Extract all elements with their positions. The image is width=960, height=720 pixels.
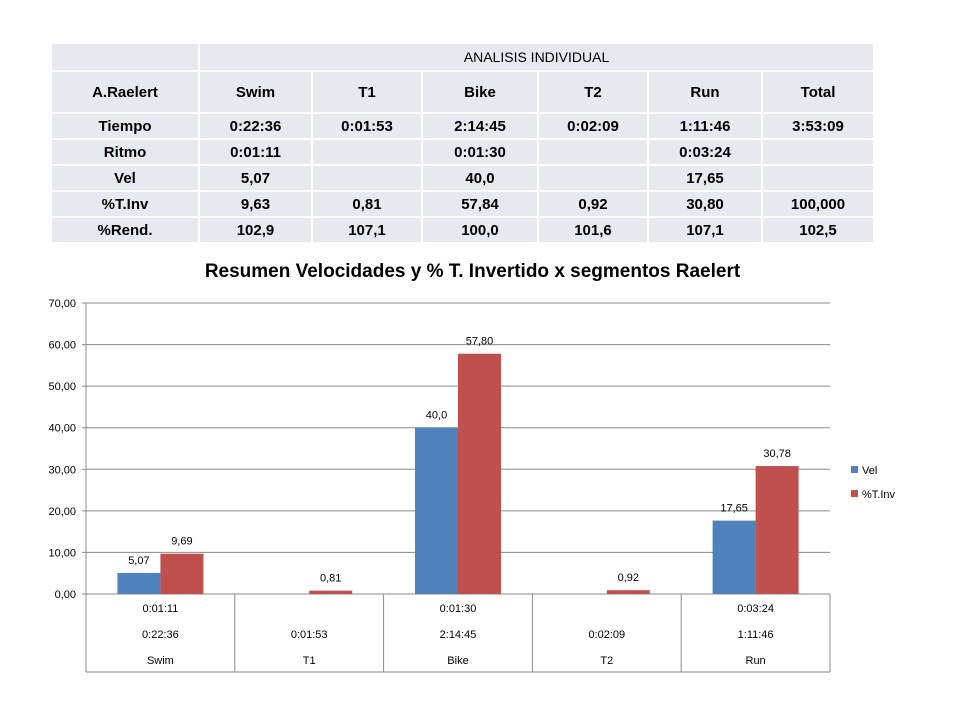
table-header-cell: Total: [760, 70, 876, 114]
table-row: %T.Inv 9,63 0,81 57,84 0,92 30,80 100,000: [50, 190, 876, 218]
table-cell: [537, 138, 649, 166]
table-header-row: A.Raelert Swim T1 Bike T2 Run Total: [50, 70, 876, 114]
category-label: 0:01:30: [440, 603, 477, 615]
data-label: 5,07: [128, 555, 149, 567]
table-row-label: %T.Inv: [50, 190, 200, 218]
table-cell: 30,80: [647, 190, 763, 218]
category-label: 0:01:11: [142, 603, 178, 615]
table-cell: 101,6: [537, 216, 649, 244]
table-cell: [311, 164, 423, 192]
data-label: 17,65: [720, 503, 748, 515]
legend-swatch: [851, 466, 858, 473]
legend-entry: Vel: [862, 465, 877, 477]
data-label: 57,80: [466, 336, 494, 348]
table-cell: 5,07: [198, 164, 313, 192]
table-cell: [311, 138, 423, 166]
table-cell: 0:22:36: [198, 112, 313, 140]
table-cell: [760, 164, 876, 192]
table-cell: 9,63: [198, 190, 313, 218]
legend-entry: %T.Inv: [862, 489, 896, 501]
table-cell: 0:03:24: [647, 138, 763, 166]
data-label: 30,78: [763, 448, 791, 460]
category-label: 0:22:36: [142, 629, 179, 641]
table-cell: [760, 138, 876, 166]
category-label: Bike: [447, 655, 468, 667]
category-label: 0:01:53: [291, 629, 328, 641]
table-cell: 0:01:30: [421, 138, 539, 166]
category-label: 1:11:46: [738, 629, 774, 641]
category-label: 0:02:09: [588, 629, 625, 641]
table-cell: 17,65: [647, 164, 763, 192]
data-label: 9,69: [171, 536, 192, 548]
legend-swatch: [851, 490, 858, 497]
y-tick-label: 30,00: [48, 464, 76, 476]
table-cell: 0:01:53: [311, 112, 423, 140]
bar-tinv: [309, 590, 353, 594]
bar-tinv: [160, 553, 204, 594]
table-title: ANALISIS INDIVIDUAL: [197, 42, 876, 72]
bar-vel: [117, 572, 161, 594]
y-tick-label: 20,00: [48, 506, 76, 518]
table-header-cell: Run: [647, 70, 763, 114]
table-header-cell: T2: [537, 70, 649, 114]
table-cell: 100,0: [421, 216, 539, 244]
table-cell: 2:14:45: [421, 112, 539, 140]
table-row: Tiempo 0:22:36 0:01:53 2:14:45 0:02:09 1:11:4…: [50, 112, 876, 140]
category-label: Swim: [147, 655, 174, 667]
table-row-label: %Rend.: [50, 216, 200, 244]
table-cell: 0:02:09: [537, 112, 649, 140]
table-title-row: ANALISIS INDIVIDUAL: [50, 42, 876, 72]
table-row-label: Ritmo: [50, 138, 200, 166]
y-tick-label: 0,00: [55, 589, 76, 601]
table-corner-cell: [50, 42, 200, 72]
table-cell: [537, 164, 649, 192]
table-cell: 3:53:09: [760, 112, 876, 140]
bar-tinv: [755, 466, 799, 594]
table-row-label: Tiempo: [50, 112, 200, 140]
table-row-label: Vel: [50, 164, 200, 192]
y-tick-label: 40,00: [48, 423, 76, 435]
table-row: Ritmo 0:01:11 0:01:30 0:03:24: [50, 138, 876, 166]
table-cell: 102,9: [198, 216, 313, 244]
bar-tinv: [606, 590, 650, 594]
table-cell: 1:11:46: [647, 112, 763, 140]
bar-vel: [415, 427, 458, 594]
table-header-cell: Swim: [198, 70, 313, 114]
data-label: 0,92: [618, 572, 639, 584]
bar-vel: [712, 520, 756, 594]
table-cell: 0,92: [537, 190, 649, 218]
table-cell: 0:01:11: [198, 138, 313, 166]
table-cell: 102,5: [760, 216, 876, 244]
y-tick-label: 10,00: [48, 547, 76, 559]
category-label: Run: [746, 655, 766, 667]
table-cell: 40,0: [421, 164, 539, 192]
table-row: Vel 5,07 40,0 17,65: [50, 164, 876, 192]
y-tick-label: 50,00: [48, 381, 76, 393]
table-header-cell: Bike: [421, 70, 539, 114]
data-label: 40,0: [426, 410, 447, 422]
chart-title: Resumen Velocidades y % T. Invertido x s…: [204, 261, 741, 282]
table-cell: 107,1: [647, 216, 763, 244]
category-label: T1: [303, 655, 316, 667]
category-label: 0:03:24: [737, 603, 774, 615]
table-row: %Rend. 102,9 107,1 100,0 101,6 107,1 102,5: [50, 216, 876, 244]
table-cell: 0,81: [311, 190, 423, 218]
table-cell: 57,84: [421, 190, 539, 218]
analysis-table: ANALISIS INDIVIDUAL A.Raelert Swim T1 Bike T…: [50, 42, 876, 244]
table-header-cell: A.Raelert: [50, 70, 200, 114]
table-cell: 107,1: [311, 216, 423, 244]
y-tick-label: 60,00: [48, 340, 76, 352]
table-header-cell: T1: [311, 70, 423, 114]
bar-tinv: [458, 353, 501, 594]
data-label: 0,81: [320, 573, 341, 585]
category-label: 2:14:45: [440, 629, 477, 641]
category-label: T2: [600, 655, 613, 667]
y-tick-label: 70,00: [48, 298, 76, 310]
table-cell: 100,000: [760, 190, 876, 218]
